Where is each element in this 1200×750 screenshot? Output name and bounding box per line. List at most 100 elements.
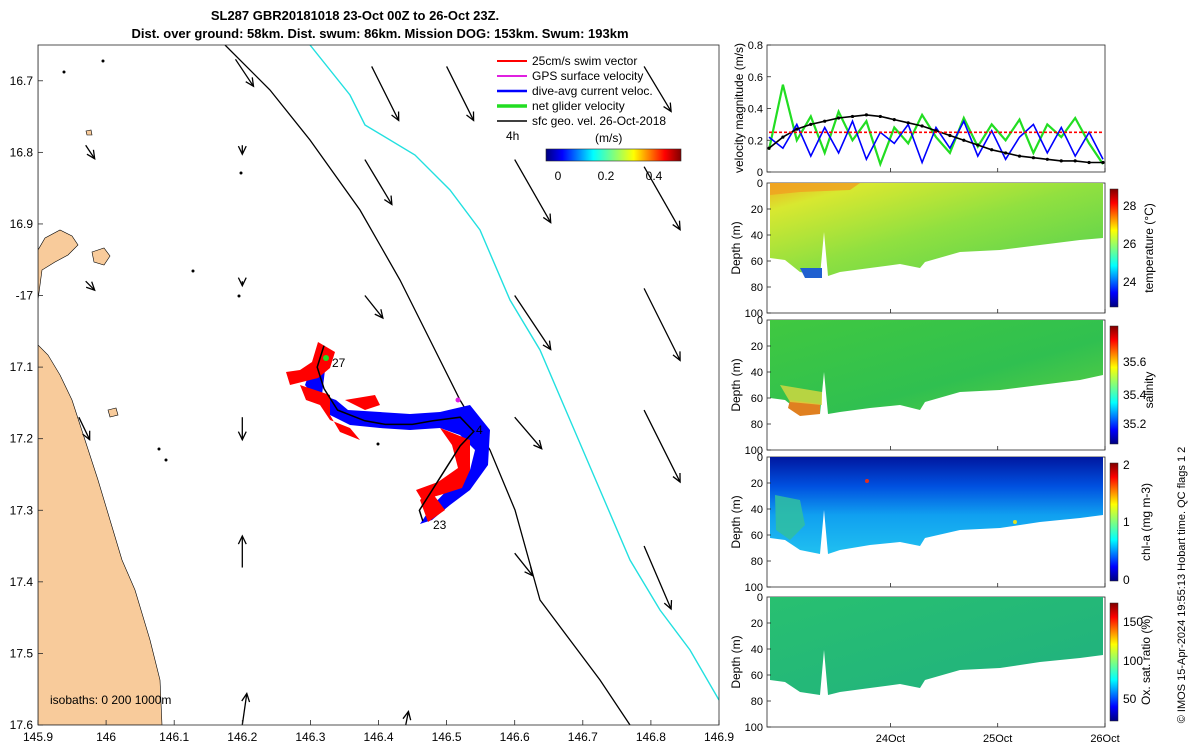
geo-speed-point bbox=[1101, 160, 1105, 165]
map-y-tick-label: 16.9 bbox=[10, 217, 34, 231]
geo-speed-point bbox=[809, 122, 813, 126]
chart-title-line1: SL287 GBR20181018 23-Oct 00Z to 26-Oct 2… bbox=[210, 8, 500, 23]
geo-speed-point bbox=[948, 133, 952, 138]
geo-velocity-arrow bbox=[237, 534, 247, 568]
islet bbox=[157, 447, 161, 451]
map-y-tick-label: 16.7 bbox=[10, 74, 34, 88]
net-glider-velocity-marker bbox=[323, 355, 329, 361]
chla-hotspot bbox=[865, 479, 869, 483]
land-mainland bbox=[38, 45, 163, 725]
depth-tick-label: 40 bbox=[751, 230, 763, 242]
sal-cbar-tick: 35.2 bbox=[1123, 417, 1147, 431]
track-label-23: 23 bbox=[433, 518, 447, 532]
depth-tick-label: 60 bbox=[751, 670, 763, 682]
geo-speed-point bbox=[864, 113, 869, 117]
map-y-tick-label: 17.1 bbox=[10, 360, 34, 374]
map-x-ticks: 145.9 146 146.1 146.2 146.3 146.4 146.5 146.6 14… bbox=[23, 720, 734, 744]
chla-cbar-tick: 2 bbox=[1123, 458, 1130, 472]
geo-velocity-arrow bbox=[514, 159, 552, 224]
geo-velocity-arrow bbox=[371, 66, 400, 122]
depth-tick-label: 80 bbox=[751, 282, 763, 294]
colorbar-tick: 0.2 bbox=[598, 169, 615, 183]
legend-label-current: dive-avg current veloc. bbox=[532, 84, 653, 98]
geo-speed-point bbox=[823, 119, 827, 123]
velocity-y-tick-label: 0.8 bbox=[748, 40, 763, 52]
temp-warm-top bbox=[770, 183, 860, 195]
velocity-series-net-glider-velocity bbox=[767, 84, 1104, 168]
geo-velocity-arrow bbox=[237, 277, 247, 288]
geo-speed-point bbox=[767, 146, 771, 150]
chla-cbar-tick: 0 bbox=[1123, 573, 1130, 587]
velocity-y-tick-label: 0.6 bbox=[748, 72, 763, 84]
chart-title-line2: Dist. over ground: 58km. Dist. swum: 86k… bbox=[131, 26, 629, 41]
colorbar-tick: 0 bbox=[555, 169, 562, 183]
depth-tick-label: 100 bbox=[745, 582, 763, 594]
depth-tick-label: 20 bbox=[751, 618, 763, 630]
section-depth-ticks: 0204060801000204060801000204060801000204… bbox=[745, 178, 771, 734]
map-x-tick-label: 146.4 bbox=[363, 730, 393, 744]
depth-tick-label: 40 bbox=[751, 644, 763, 656]
geo-speed-point bbox=[836, 116, 841, 120]
map-x-tick-label: 146.8 bbox=[636, 730, 666, 744]
depth-tick-label: 80 bbox=[751, 696, 763, 708]
chla-panel: 0 1 2 chl-a (mg m-3) Depth (m) bbox=[729, 456, 1153, 588]
map-y-ticks: 16.7 16.8 16.9 -17 17.1 17.2 17.3 17.4 17.5 17.6 bbox=[10, 74, 43, 732]
velocity-panel-frame bbox=[766, 44, 1106, 173]
temp-cbar-tick: 26 bbox=[1123, 237, 1137, 251]
depth-tick-label: 20 bbox=[751, 204, 763, 216]
depth-tick-label: 20 bbox=[751, 478, 763, 490]
geo-velocity-arrow bbox=[643, 166, 681, 231]
geo-speed-point bbox=[976, 143, 980, 147]
geo-velocity-arrow bbox=[643, 545, 673, 611]
geo-velocity-arrow bbox=[364, 159, 393, 206]
velocity-y-tick-label: 0.2 bbox=[748, 135, 763, 147]
map-colorbar bbox=[545, 148, 682, 162]
velocity-ylabel: velocity magnitude (m/s) bbox=[732, 43, 746, 173]
geo-speed-point bbox=[795, 127, 799, 131]
depth-tick-label: 0 bbox=[757, 315, 763, 327]
chla-cbar-tick: 1 bbox=[1123, 515, 1130, 529]
temp-cbar-tick: 24 bbox=[1123, 275, 1137, 289]
velocity-series bbox=[767, 84, 1105, 168]
ox-cbar-tick: 50 bbox=[1123, 692, 1137, 706]
map-x-tick-label: 146.6 bbox=[500, 730, 530, 744]
map-x-tick-label: 146.3 bbox=[295, 730, 325, 744]
chla-colorbar bbox=[1109, 462, 1119, 582]
ox-cbar-tick: 150 bbox=[1123, 615, 1143, 629]
legend-label-glider: net glider velocity bbox=[532, 99, 625, 113]
velocity-y-ticks: 0 0.2 0.4 0.6 0.8 bbox=[748, 40, 771, 179]
ox-cbar-tick: 100 bbox=[1123, 654, 1143, 668]
sal-cbar-tick: 35.6 bbox=[1123, 355, 1147, 369]
map-x-tick-label: 146.1 bbox=[159, 730, 189, 744]
ox-field bbox=[770, 597, 1103, 695]
geo-speed-point bbox=[906, 121, 910, 125]
geo-velocity-arrow bbox=[78, 416, 91, 442]
geo-velocity-vectors bbox=[78, 58, 681, 725]
geo-velocity-arrow bbox=[643, 288, 681, 362]
depth-tick-label: 0 bbox=[757, 452, 763, 464]
map-y-tick-label: 17.4 bbox=[10, 575, 34, 589]
isobath-1000m bbox=[309, 45, 719, 701]
track-label-4: 4 bbox=[476, 423, 483, 437]
salinity-panel: 35.2 35.4 35.6 salinity Depth (m) bbox=[729, 319, 1156, 451]
geo-speed-point bbox=[1031, 156, 1036, 160]
depth-tick-label: 40 bbox=[751, 367, 763, 379]
map-x-tick-label: 146.5 bbox=[432, 730, 462, 744]
colorbar-tick: 0.4 bbox=[646, 169, 663, 183]
depth-tick-label: 100 bbox=[745, 722, 763, 734]
time-tick-label: 24Oct bbox=[876, 733, 905, 745]
islet bbox=[164, 458, 168, 462]
depth-tick-label: 60 bbox=[751, 256, 763, 268]
gps-velocity-marker bbox=[455, 397, 461, 403]
depth-tick-label: 40 bbox=[751, 504, 763, 516]
chla-green-patch bbox=[775, 495, 805, 540]
temp-colorbar bbox=[1109, 188, 1119, 308]
track-label-27: 27 bbox=[332, 356, 346, 370]
map-y-tick-label: 17.3 bbox=[10, 503, 34, 517]
geo-velocity-arrow bbox=[643, 66, 672, 113]
geo-speed-point bbox=[1073, 159, 1077, 163]
ox-colorbar bbox=[1109, 602, 1119, 722]
map-y-tick-label: 17.5 bbox=[10, 646, 34, 660]
depth-tick-label: 80 bbox=[751, 556, 763, 568]
islet bbox=[191, 269, 195, 273]
